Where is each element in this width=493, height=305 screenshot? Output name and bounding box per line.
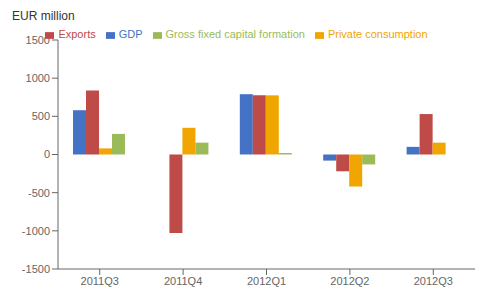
svg-text:1500: 1500	[26, 34, 50, 46]
svg-text:-1500: -1500	[22, 263, 50, 275]
html-text:GDP: GDP	[118, 28, 143, 40]
svg-text:2012Q2: 2012Q2	[330, 275, 369, 287]
html-text:Private consumption: Private consumption	[327, 28, 428, 40]
svg-text:500: 500	[32, 110, 50, 122]
svg-text:-1000: -1000	[22, 225, 50, 237]
svg-text:0: 0	[44, 148, 50, 160]
html-text:Gross fixed capital formation: Gross fixed capital formation	[165, 28, 305, 40]
svg-text:2012Q3: 2012Q3	[414, 275, 453, 287]
svg-text:-500: -500	[28, 187, 50, 199]
svg-text:2011Q3: 2011Q3	[81, 275, 119, 287]
html-text:EUR million: EUR million	[12, 9, 75, 23]
svg-text:1000: 1000	[26, 72, 50, 84]
html-text:Exports: Exports	[58, 28, 96, 40]
svg-text:2011Q4: 2011Q4	[164, 275, 202, 287]
svg-text:2012Q1: 2012Q1	[247, 275, 286, 287]
